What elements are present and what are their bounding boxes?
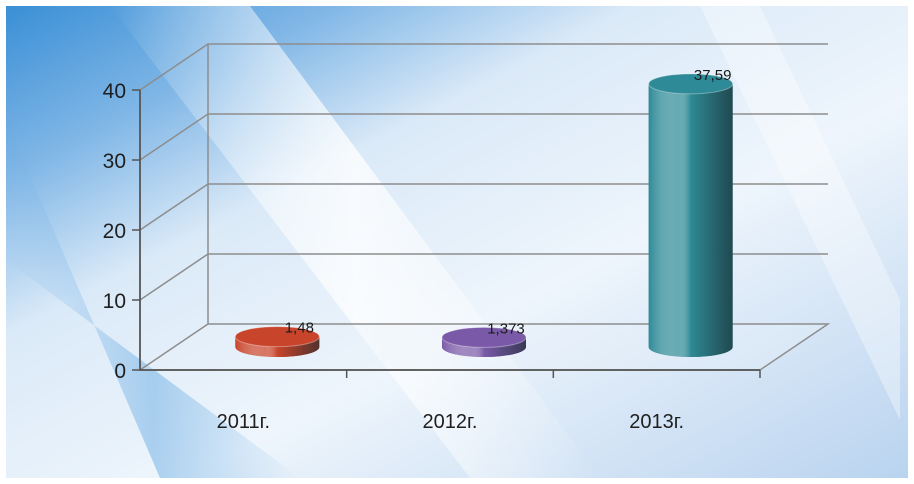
bar-top xyxy=(441,326,527,348)
gridline xyxy=(139,183,828,231)
y-tick-label: 30 xyxy=(103,150,126,173)
x-tick-label: 2013г. xyxy=(629,411,684,433)
y-tick-label: 10 xyxy=(103,290,126,313)
data-label: 37,59 xyxy=(694,67,732,84)
bar-shading xyxy=(648,83,733,357)
axes xyxy=(132,89,761,378)
bar-top xyxy=(648,73,734,95)
bar xyxy=(234,326,320,357)
data-label: 1,373 xyxy=(487,320,525,337)
labels: 0 10 20 30 40 1,48 2011г. 1,373 2012г. 37,59 2013г… xyxy=(103,67,732,433)
gridline xyxy=(139,113,828,161)
bars xyxy=(234,73,734,357)
x-tick-label: 2011г. xyxy=(217,411,270,433)
y-tick-label: 40 xyxy=(103,80,126,103)
y-tick-label: 20 xyxy=(103,220,126,243)
x-tick-label: 2012г. xyxy=(423,411,478,433)
bar xyxy=(441,326,527,357)
y-tick-label: 0 xyxy=(114,360,126,383)
bar xyxy=(648,73,734,357)
gridline xyxy=(139,43,828,91)
data-label: 1,48 xyxy=(285,320,314,337)
bar-top xyxy=(234,326,320,348)
gridline xyxy=(139,253,828,301)
